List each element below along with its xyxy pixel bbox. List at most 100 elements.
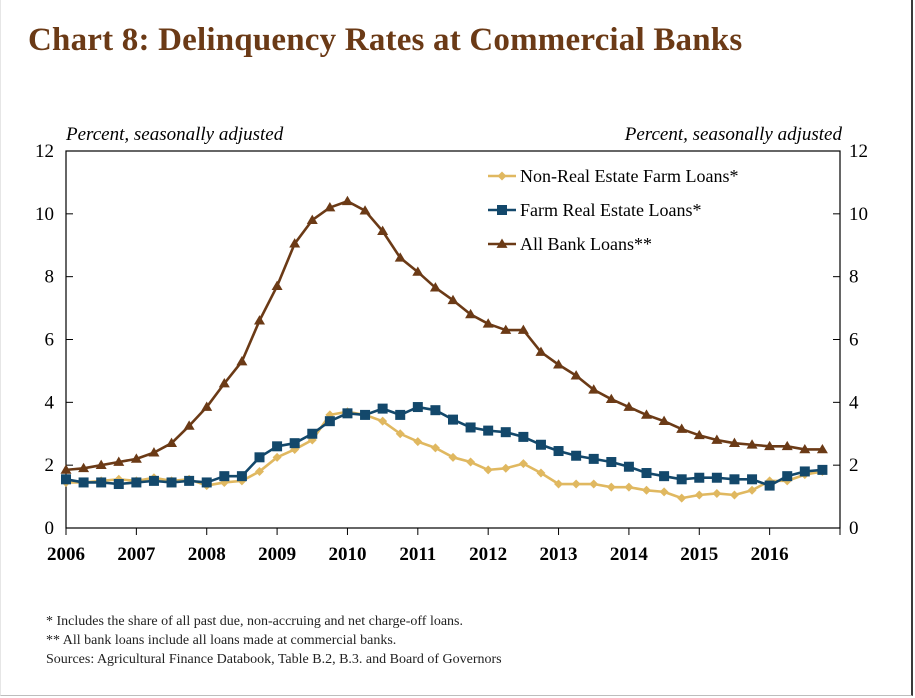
data-point-all-bank-loans — [166, 437, 178, 448]
data-point-all-bank-loans — [324, 202, 336, 212]
data-point-non-real-estate-farm-loans — [624, 482, 634, 492]
data-point-all-bank-loans — [341, 195, 353, 206]
data-point-farm-real-estate-loans — [606, 457, 617, 468]
data-point-farm-real-estate-loans — [166, 477, 177, 488]
data-point-farm-real-estate-loans — [254, 452, 265, 463]
data-point-farm-real-estate-loans — [764, 480, 775, 491]
data-point-farm-real-estate-loans — [500, 427, 511, 438]
data-point-non-real-estate-farm-loans — [255, 466, 264, 476]
data-point-all-bank-loans — [148, 447, 160, 457]
data-point-all-bank-loans — [130, 453, 142, 463]
data-point-all-bank-loans — [711, 434, 723, 444]
data-point-non-real-estate-farm-loans — [589, 479, 599, 489]
legend-swatch-marker — [496, 238, 508, 248]
data-point-non-real-estate-farm-loans — [571, 479, 581, 489]
data-point-farm-real-estate-loans — [61, 474, 71, 485]
data-point-farm-real-estate-loans — [747, 474, 758, 485]
data-point-farm-real-estate-loans — [342, 408, 353, 419]
data-point-farm-real-estate-loans — [395, 409, 406, 420]
y-tick-label-left: 10 — [35, 204, 54, 225]
data-point-farm-real-estate-loans — [430, 405, 441, 416]
data-point-non-real-estate-farm-loans — [272, 452, 282, 462]
data-point-farm-real-estate-loans — [324, 416, 335, 427]
data-point-farm-real-estate-loans — [113, 479, 124, 490]
data-point-farm-real-estate-loans — [360, 409, 371, 420]
series-all-bank-loans — [60, 195, 828, 474]
data-point-farm-real-estate-loans — [782, 471, 793, 482]
data-point-all-bank-loans — [254, 315, 265, 325]
data-point-farm-real-estate-loans — [96, 477, 107, 488]
data-point-all-bank-loans — [517, 324, 529, 334]
data-point-all-bank-loans — [78, 462, 90, 473]
x-tick-label: 2006 — [47, 544, 85, 565]
footnote-farm-loans: * Includes the share of all past due, no… — [46, 614, 463, 629]
legend-swatch-marker — [497, 205, 507, 215]
data-point-all-bank-loans — [676, 423, 688, 433]
data-point-non-real-estate-farm-loans — [413, 437, 423, 447]
data-point-all-bank-loans — [465, 308, 477, 319]
data-point-non-real-estate-farm-loans — [606, 482, 616, 492]
data-point-farm-real-estate-loans — [588, 453, 599, 464]
x-tick-label: 2009 — [258, 544, 296, 565]
data-point-all-bank-loans — [447, 294, 459, 305]
data-point-all-bank-loans — [113, 456, 125, 466]
footnote-all-bank-loans: ** All bank loans include all loans made… — [46, 633, 397, 648]
data-point-farm-real-estate-loans — [307, 428, 318, 439]
chart-title: Chart 8: Delinquency Rates at Commercial… — [28, 22, 743, 58]
data-point-all-bank-loans — [289, 238, 301, 248]
y-tick-label-left: 0 — [45, 518, 55, 539]
legend-label: Farm Real Estate Loans* — [520, 200, 701, 220]
data-point-farm-real-estate-loans — [571, 450, 582, 461]
data-point-non-real-estate-farm-loans — [483, 465, 493, 475]
legend-item-farm-real-estate-loans: Farm Real Estate Loans* — [488, 200, 701, 220]
x-tick-label: 2008 — [188, 544, 226, 565]
data-point-all-bank-loans — [623, 401, 635, 411]
data-point-farm-real-estate-loans — [412, 402, 423, 413]
x-tick-label: 2011 — [399, 544, 436, 565]
x-tick-label: 2013 — [540, 544, 578, 565]
data-point-non-real-estate-farm-loans — [466, 457, 476, 467]
data-point-all-bank-loans — [641, 409, 652, 419]
data-point-non-real-estate-farm-loans — [448, 452, 458, 462]
data-point-all-bank-loans — [693, 429, 705, 440]
data-point-non-real-estate-farm-loans — [729, 490, 739, 500]
data-point-all-bank-loans — [429, 282, 441, 292]
data-point-all-bank-loans — [816, 443, 828, 454]
y-tick-label-left: 12 — [35, 141, 54, 162]
data-point-farm-real-estate-loans — [518, 431, 529, 442]
data-point-all-bank-loans — [764, 440, 776, 451]
data-point-non-real-estate-farm-loans — [378, 416, 388, 426]
data-point-all-bank-loans — [728, 437, 740, 448]
y-tick-label-left: 6 — [45, 330, 55, 351]
data-point-farm-real-estate-loans — [535, 439, 546, 450]
data-point-all-bank-loans — [570, 370, 582, 380]
data-point-all-bank-loans — [306, 214, 318, 224]
y-tick-label-right: 12 — [849, 141, 868, 162]
data-point-non-real-estate-farm-loans — [430, 443, 440, 453]
footnote-sources: Sources: Agricultural Finance Databook, … — [46, 652, 502, 667]
y-tick-label-left: 4 — [45, 392, 55, 413]
data-point-all-bank-loans — [605, 393, 617, 404]
data-point-all-bank-loans — [658, 415, 670, 426]
data-point-farm-real-estate-loans — [676, 474, 687, 485]
data-point-non-real-estate-farm-loans — [712, 488, 722, 498]
data-point-farm-real-estate-loans — [201, 477, 212, 488]
data-point-non-real-estate-farm-loans — [747, 485, 757, 495]
data-point-all-bank-loans — [799, 443, 811, 454]
data-point-all-bank-loans — [271, 280, 283, 290]
data-point-all-bank-loans — [412, 266, 424, 276]
data-point-all-bank-loans — [746, 439, 758, 449]
y-tick-label-right: 4 — [849, 392, 859, 413]
data-point-all-bank-loans — [482, 318, 494, 328]
data-point-farm-real-estate-loans — [641, 468, 652, 479]
data-point-all-bank-loans — [236, 355, 248, 366]
data-point-farm-real-estate-loans — [272, 441, 283, 452]
data-point-all-bank-loans — [553, 359, 565, 369]
x-tick-label: 2012 — [469, 544, 507, 565]
y-tick-label-right: 8 — [849, 267, 859, 288]
data-point-farm-real-estate-loans — [799, 466, 810, 477]
data-point-farm-real-estate-loans — [448, 414, 458, 425]
footnotes: * Includes the share of all past due, no… — [46, 612, 502, 669]
data-point-farm-real-estate-loans — [483, 425, 494, 436]
